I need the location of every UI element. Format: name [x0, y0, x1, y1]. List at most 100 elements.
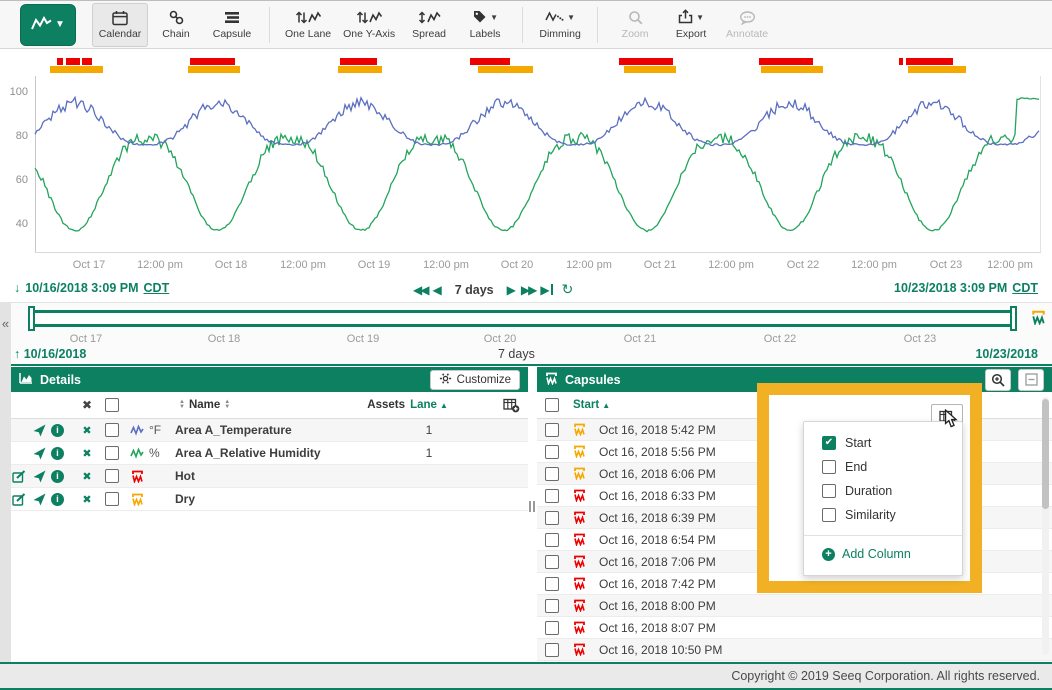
display-range-start[interactable]: ↓ 10/16/2018 3:09 PM CDT	[14, 281, 169, 295]
column-menu-item-duration[interactable]: Duration	[804, 479, 962, 503]
sort-icon[interactable]: ▲▼	[179, 400, 185, 410]
capsule-checkbox[interactable]	[545, 467, 559, 481]
step-to-end-button[interactable]: ▶	[540, 283, 552, 297]
remove-icon[interactable]: ✖	[75, 493, 99, 506]
item-name[interactable]: Area A_Relative Humidity	[175, 446, 345, 460]
row-checkbox[interactable]	[105, 446, 119, 460]
display-range-end[interactable]: 10/23/2018 3:09 PM CDT	[894, 281, 1038, 295]
edit-icon[interactable]	[11, 493, 27, 506]
customize-button[interactable]: Customize	[430, 370, 520, 390]
sort-icon[interactable]: ▲▼	[224, 400, 230, 410]
capsule-row[interactable]: Oct 16, 2018 8:07 PM	[537, 617, 1052, 639]
lane-column-header[interactable]: Lane▲	[405, 399, 453, 411]
capsule-checkbox[interactable]	[545, 533, 559, 547]
unchecked-checkbox[interactable]	[822, 508, 836, 522]
signal-style-icon[interactable]	[125, 424, 149, 436]
step-forward-button[interactable]: ▶	[507, 283, 516, 297]
details-row[interactable]: i✖%Area A_Relative Humidity1	[11, 442, 528, 465]
range-slider-left-handle[interactable]	[28, 306, 35, 331]
info-icon[interactable]: i	[51, 470, 64, 483]
trend-plot[interactable]	[0, 49, 1052, 278]
details-row[interactable]: i ✖ Hot	[11, 465, 528, 488]
trend-chart-area[interactable]: 100806040 Oct 1712:00 pmOct 1812:00 pmOc…	[0, 49, 1052, 278]
details-add-column-icon[interactable]	[453, 398, 528, 413]
collapse-panel-button[interactable]	[1018, 369, 1044, 391]
tag-icon	[472, 9, 487, 27]
item-name[interactable]: Hot	[175, 469, 345, 483]
capsule-checkbox[interactable]	[545, 643, 559, 657]
collapse-left-icon[interactable]: «	[0, 316, 11, 331]
step-back-fast-button[interactable]: ◀◀	[413, 283, 427, 297]
tool-one-lane[interactable]: One Lane	[279, 3, 337, 47]
add-column-menu-item[interactable]: + Add Column	[804, 543, 962, 565]
capsule-checkbox[interactable]	[545, 577, 559, 591]
capsule-checkbox[interactable]	[545, 423, 559, 437]
send-to-trend-icon[interactable]	[27, 447, 51, 460]
item-name[interactable]: Area A_Temperature	[175, 423, 345, 437]
assets-column-header[interactable]: Assets	[345, 399, 405, 411]
row-checkbox[interactable]	[105, 492, 119, 506]
info-icon[interactable]: i	[51, 447, 64, 460]
remove-icon[interactable]: ✖	[75, 470, 99, 483]
zoom-to-capsule-button[interactable]	[985, 369, 1011, 391]
timezone-link[interactable]: CDT	[1012, 281, 1038, 295]
capsule-checkbox[interactable]	[545, 489, 559, 503]
capsule-checkbox[interactable]	[545, 445, 559, 459]
condition-style-icon[interactable]	[125, 470, 149, 483]
details-row[interactable]: i✖°FArea A_Temperature1	[11, 419, 528, 442]
timezone-link[interactable]: CDT	[144, 281, 170, 295]
details-row[interactable]: i ✖ Dry	[11, 488, 528, 511]
capsule-checkbox[interactable]	[545, 511, 559, 525]
name-column-header[interactable]: ▲▼ Name ▲▼	[175, 399, 345, 411]
unchecked-checkbox[interactable]	[822, 460, 836, 474]
remove-all-icon[interactable]: ✖	[75, 398, 99, 412]
remove-icon[interactable]: ✖	[75, 447, 99, 460]
capsule-time-icon[interactable]	[1031, 310, 1046, 328]
tool-spread[interactable]: Spread	[401, 3, 457, 47]
scrollbar-thumb[interactable]	[1042, 399, 1049, 509]
info-icon[interactable]: i	[51, 424, 64, 437]
column-menu-item-start[interactable]: ✔Start	[804, 431, 962, 455]
capsule-checkbox[interactable]	[545, 555, 559, 569]
trend-view-button[interactable]: ▼	[20, 4, 76, 46]
capsules-scrollbar[interactable]	[1042, 397, 1049, 655]
select-all-checkbox[interactable]	[105, 398, 119, 412]
tool-capsule[interactable]: Capsule	[204, 3, 260, 47]
range-slider-right-handle[interactable]	[1010, 306, 1017, 331]
row-checkbox[interactable]	[105, 423, 119, 437]
unchecked-checkbox[interactable]	[822, 484, 836, 498]
tool-calendar[interactable]: Calendar	[92, 3, 148, 47]
tool-one-y-axis[interactable]: One Y-Axis	[337, 3, 401, 47]
panel-splitter-handle[interactable]	[529, 501, 535, 512]
send-to-trend-icon[interactable]	[27, 424, 51, 437]
chevron-down-icon: ▼	[55, 19, 65, 30]
step-back-button[interactable]: ◀	[432, 283, 441, 297]
range-slider-bar[interactable]	[30, 310, 1015, 327]
step-forward-fast-button[interactable]: ▶▶	[521, 283, 535, 297]
edit-icon[interactable]	[11, 470, 27, 483]
tool-export[interactable]: ▼ Export	[663, 3, 719, 47]
item-name[interactable]: Dry	[175, 492, 345, 506]
signal-style-icon[interactable]	[125, 447, 149, 459]
range-end-date[interactable]: 10/23/2018	[975, 347, 1038, 361]
tool-chain[interactable]: Chain	[148, 3, 204, 47]
capsule-checkbox[interactable]	[545, 599, 559, 613]
checked-checkbox[interactable]: ✔	[822, 436, 836, 450]
select-all-capsules-checkbox[interactable]	[545, 398, 559, 412]
condition-style-icon[interactable]	[125, 493, 149, 506]
refresh-icon[interactable]: ↻	[562, 281, 574, 298]
range-start-date[interactable]: ↑ 10/16/2018	[14, 347, 86, 361]
row-checkbox[interactable]	[105, 469, 119, 483]
send-to-trend-icon[interactable]	[27, 493, 51, 506]
capsule-row[interactable]: Oct 16, 2018 10:50 PM	[537, 639, 1052, 661]
step-duration[interactable]: 7 days	[455, 283, 494, 297]
capsule-row[interactable]: Oct 16, 2018 8:00 PM	[537, 595, 1052, 617]
remove-icon[interactable]: ✖	[75, 424, 99, 437]
column-menu-item-end[interactable]: End	[804, 455, 962, 479]
info-icon[interactable]: i	[51, 493, 64, 506]
capsule-checkbox[interactable]	[545, 621, 559, 635]
column-menu-item-similarity[interactable]: Similarity	[804, 503, 962, 527]
tool-labels[interactable]: ▼ Labels	[457, 3, 513, 47]
tool-dimming[interactable]: ▼ Dimming	[532, 3, 588, 47]
send-to-trend-icon[interactable]	[27, 470, 51, 483]
